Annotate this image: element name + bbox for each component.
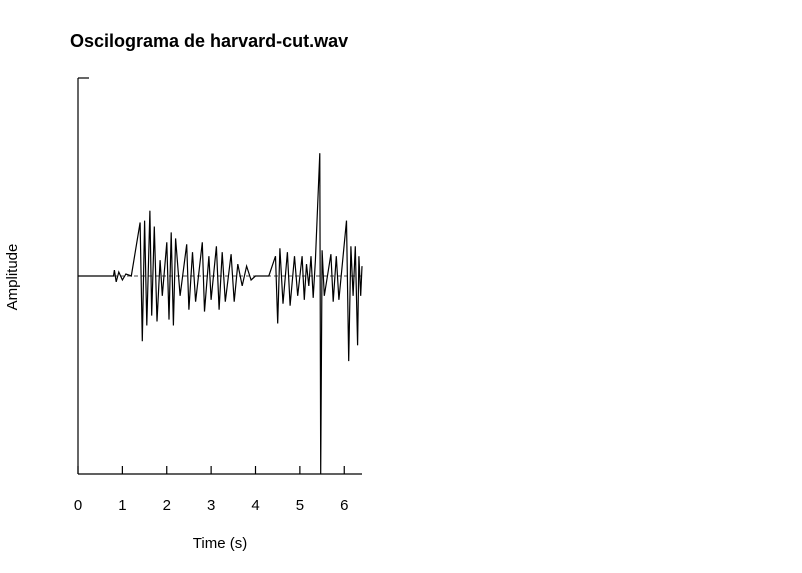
chart-title: Oscilograma de harvard-cut.wav [70, 31, 348, 51]
waveform-line [78, 153, 363, 475]
x-tick-label: 4 [251, 497, 259, 514]
x-tick-label: 0 [74, 497, 82, 514]
x-tick-label: 3 [207, 497, 215, 514]
x-tick-label: 1 [118, 497, 126, 514]
x-ticks: 0 1 2 3 4 5 6 [74, 466, 348, 514]
x-tick-label: 6 [340, 497, 348, 514]
x-axis-label: Time (s) [193, 535, 247, 552]
x-tick-label: 2 [163, 497, 171, 514]
x-tick-label: 5 [296, 497, 304, 514]
y-axis-label: Amplitude [4, 244, 21, 311]
waveform [78, 153, 363, 475]
